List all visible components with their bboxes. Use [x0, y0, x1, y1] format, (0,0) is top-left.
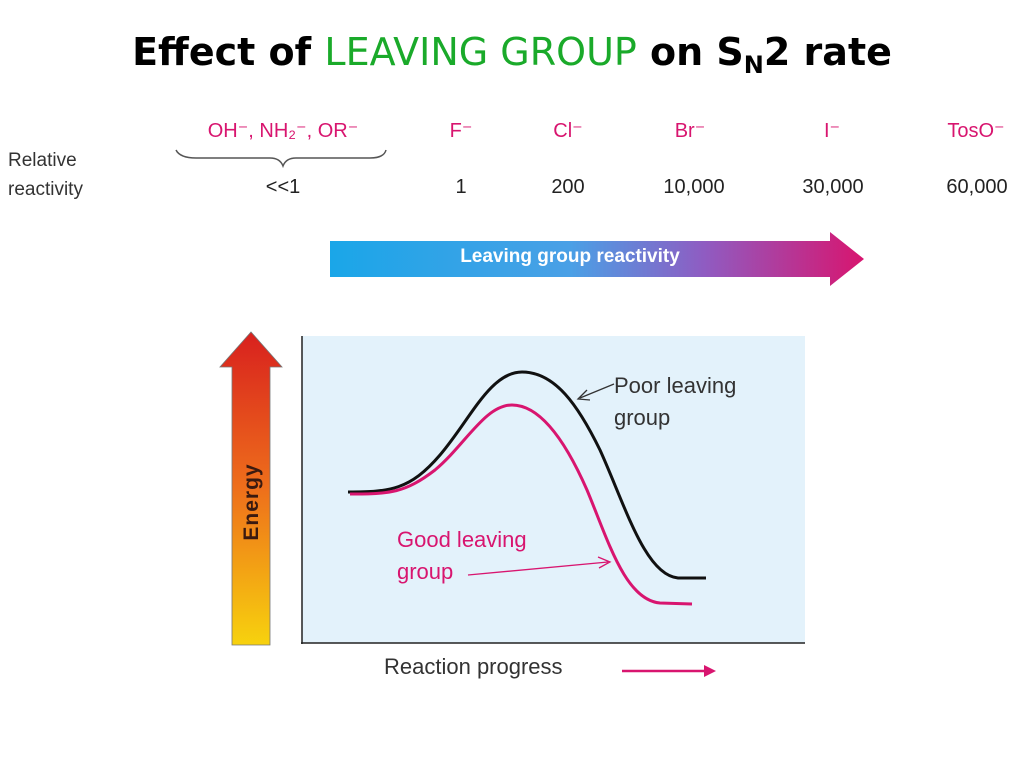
- reactivity-arrow-label: Leaving group reactivity: [460, 246, 680, 267]
- poor-leaving-group-curve: [347, 370, 706, 580]
- good-leaving-group-curve: [349, 403, 693, 606]
- group-label-toso: TosO⁻: [947, 120, 1005, 142]
- poor-label-pointer-head: [576, 389, 591, 401]
- good-label-line1: Good leaving: [397, 527, 527, 552]
- group-bracket: [175, 149, 387, 169]
- good-label-line2: group: [397, 559, 454, 584]
- energy-axis-label: Energy: [240, 463, 263, 541]
- poor-label-line1: Poor leaving: [614, 373, 737, 398]
- row-label-line1: Relative: [8, 150, 77, 171]
- group-label-i: I⁻: [823, 120, 841, 142]
- energy-arrow: [219, 331, 283, 646]
- value-br: 10,000: [663, 176, 725, 198]
- reactivity-arrow: [330, 232, 864, 286]
- value-f: 1: [455, 176, 467, 198]
- page-title: Effect of LEAVING GROUP on SN2 rate: [0, 30, 1024, 79]
- poor-leaving-group-label: Poor leaving group: [614, 370, 736, 434]
- title-middle: on S: [636, 30, 744, 74]
- title-subscript: N: [743, 51, 764, 79]
- title-prefix: Effect of: [132, 30, 325, 74]
- poor-label-line2: group: [614, 405, 671, 430]
- row-label-line2: reactivity: [8, 179, 83, 200]
- poor-label-pointer: [579, 383, 615, 399]
- reaction-progress-label: Reaction progress: [384, 654, 563, 679]
- value-toso: 60,000: [946, 176, 1008, 198]
- row-label: Relative reactivity: [8, 146, 128, 204]
- group-label-br: Br⁻: [674, 120, 706, 142]
- group-label-f: F⁻: [449, 120, 473, 142]
- title-highlight: LEAVING GROUP: [324, 30, 637, 74]
- title-suffix: 2 rate: [763, 30, 892, 74]
- good-leaving-group-label: Good leaving group: [397, 524, 527, 588]
- value-cl: 200: [551, 176, 585, 198]
- good-label-pointer-head: [597, 556, 612, 569]
- group-label-cl: Cl⁻: [553, 120, 583, 142]
- group-label-oh-nh2-or: OH⁻, NH₂⁻, OR⁻: [207, 120, 359, 142]
- value-oh-nh2-or: <<1: [265, 176, 301, 198]
- reaction-progress-arrow-head: [704, 665, 716, 677]
- value-i: 30,000: [802, 176, 864, 198]
- good-label-pointer: [467, 561, 609, 576]
